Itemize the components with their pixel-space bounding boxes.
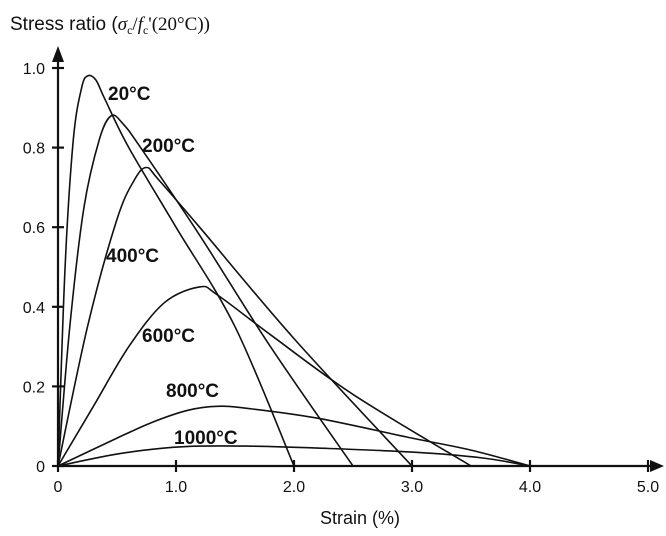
curve-600c [57, 285, 472, 467]
curve-label: 800°C [166, 381, 219, 402]
x-tick-label: 3.0 [401, 479, 423, 496]
x-tick-label: 5.0 [637, 479, 659, 496]
y-tick-label: 0.6 [23, 220, 45, 237]
x-tick-label: 1.0 [165, 479, 187, 496]
curve-20c [57, 74, 295, 467]
curves [57, 74, 531, 467]
curve-1000c [57, 445, 531, 467]
tick-labels: 0 1.0 2.0 3.0 4.0 5.0 0 0.2 0.4 0.6 0.8 1.0 [23, 61, 659, 496]
x-tick-label: 0 [54, 479, 63, 496]
curve-label: 20°C [108, 84, 151, 105]
y-tick-label: 1.0 [23, 61, 45, 78]
y-tick-label: 0 [36, 459, 45, 476]
curve-200c [57, 114, 354, 467]
y-tick-label: 0.2 [23, 379, 45, 396]
y-axis-title: Stress ratio (σc/fc'(20°C)) [10, 14, 210, 37]
curve-400c [57, 166, 413, 467]
curve-labels: 20°C 200°C 400°C 600°C 800°C 1000°C [106, 84, 238, 449]
x-tick-label: 4.0 [519, 479, 541, 496]
curve-label: 1000°C [174, 428, 238, 449]
y-tick-label: 0.8 [23, 141, 45, 158]
y-axis-arrow [52, 46, 64, 62]
x-tick-label: 2.0 [283, 479, 305, 496]
curve-label: 200°C [142, 136, 195, 157]
curve-800c [57, 405, 531, 467]
axes [52, 46, 664, 472]
x-axis-arrow [650, 460, 664, 472]
x-axis-title: Strain (%) [320, 508, 400, 528]
ticks [52, 66, 650, 472]
curve-label: 400°C [106, 246, 159, 267]
curve-label: 600°C [142, 326, 195, 347]
y-tick-label: 0.4 [23, 300, 45, 317]
